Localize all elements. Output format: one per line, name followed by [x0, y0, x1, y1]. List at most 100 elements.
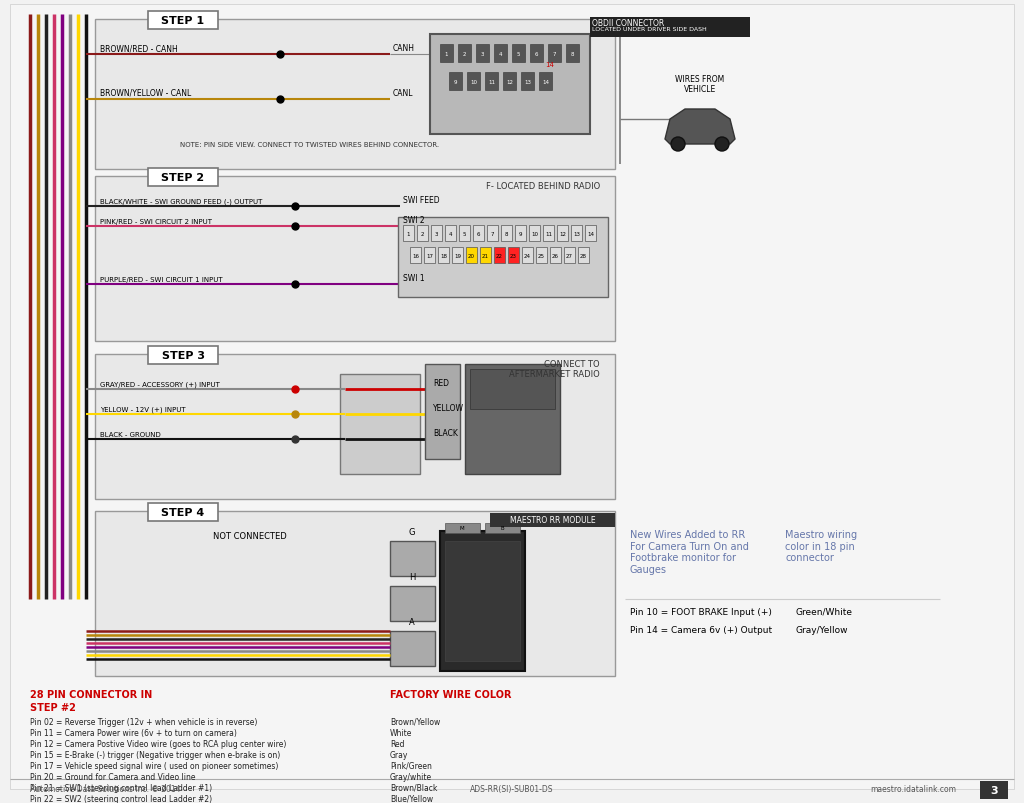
- Text: MAESTRO RR MODULE: MAESTRO RR MODULE: [510, 516, 596, 525]
- Text: NOT CONNECTED: NOT CONNECTED: [213, 532, 287, 540]
- Bar: [410, 247, 421, 263]
- Bar: [430, 35, 590, 135]
- Text: A: A: [410, 618, 415, 626]
- Bar: [485, 524, 520, 533]
- Text: STEP 1: STEP 1: [162, 16, 205, 26]
- Text: Pin 17 = Vehicle speed signal wire ( used on pioneer sometimes): Pin 17 = Vehicle speed signal wire ( use…: [30, 761, 279, 770]
- Bar: [590, 18, 750, 38]
- Bar: [521, 73, 534, 91]
- Text: Red: Red: [390, 739, 404, 748]
- Text: maestro.idatalink.com: maestro.idatalink.com: [870, 784, 956, 793]
- Text: VEHICLE: VEHICLE: [684, 85, 716, 94]
- Text: 28 PIN CONNECTOR IN: 28 PIN CONNECTOR IN: [30, 689, 153, 699]
- Bar: [470, 369, 555, 410]
- Text: 13: 13: [524, 79, 531, 84]
- Text: 7: 7: [490, 231, 495, 236]
- Text: OBDII CONNECTOR: OBDII CONNECTOR: [592, 19, 665, 28]
- Text: BROWN/RED - CANH: BROWN/RED - CANH: [100, 44, 178, 53]
- Text: 3: 3: [480, 51, 484, 56]
- Text: CANL: CANL: [393, 89, 414, 98]
- Text: 3: 3: [990, 785, 997, 795]
- Text: Brown/Black: Brown/Black: [390, 783, 437, 792]
- Text: G: G: [409, 528, 416, 536]
- Text: 22: 22: [496, 253, 503, 259]
- Bar: [438, 247, 449, 263]
- Text: LOCATED UNDER DRIVER SIDE DASH: LOCATED UNDER DRIVER SIDE DASH: [592, 27, 707, 32]
- Bar: [452, 247, 463, 263]
- Bar: [530, 45, 543, 63]
- Bar: [445, 541, 520, 661]
- Text: GRAY/RED - ACCESSORY (+) INPUT: GRAY/RED - ACCESSORY (+) INPUT: [100, 381, 220, 388]
- Bar: [476, 45, 489, 63]
- Bar: [148, 503, 218, 521]
- Bar: [390, 541, 435, 577]
- Text: 11: 11: [488, 79, 495, 84]
- Text: 10: 10: [531, 231, 538, 236]
- Text: M: M: [460, 526, 464, 531]
- Circle shape: [671, 138, 685, 152]
- Bar: [571, 226, 582, 242]
- Text: 28: 28: [580, 253, 587, 259]
- Bar: [459, 226, 470, 242]
- Bar: [403, 226, 414, 242]
- Text: 9: 9: [519, 231, 522, 236]
- Text: BROWN/YELLOW - CANL: BROWN/YELLOW - CANL: [100, 89, 191, 98]
- Bar: [148, 12, 218, 30]
- Bar: [485, 73, 498, 91]
- Bar: [148, 169, 218, 187]
- Bar: [465, 365, 560, 475]
- Text: 5: 5: [517, 51, 520, 56]
- Text: 6: 6: [477, 231, 480, 236]
- Text: 19: 19: [454, 253, 461, 259]
- Bar: [440, 532, 525, 671]
- Text: WIRES FROM: WIRES FROM: [676, 75, 725, 84]
- Text: PURPLE/RED - SWI CIRCUIT 1 INPUT: PURPLE/RED - SWI CIRCUIT 1 INPUT: [100, 277, 222, 283]
- Text: 14: 14: [546, 62, 554, 68]
- Text: 26: 26: [552, 253, 559, 259]
- Text: 3: 3: [435, 231, 438, 236]
- Text: Automotive Data Solutions Inc. © 2014: Automotive Data Solutions Inc. © 2014: [30, 784, 180, 793]
- Text: CANH: CANH: [393, 44, 415, 53]
- Bar: [466, 247, 477, 263]
- Text: YELLOW - 12V (+) INPUT: YELLOW - 12V (+) INPUT: [100, 406, 185, 413]
- Bar: [473, 226, 484, 242]
- Bar: [95, 177, 615, 341]
- Text: 4: 4: [499, 51, 502, 56]
- Bar: [431, 226, 442, 242]
- Bar: [508, 247, 519, 263]
- Text: ADS-RR(SI)-SUB01-DS: ADS-RR(SI)-SUB01-DS: [470, 784, 554, 793]
- Text: 27: 27: [566, 253, 573, 259]
- Text: Pin 14 = Camera 6v (+) Output: Pin 14 = Camera 6v (+) Output: [630, 626, 772, 634]
- Text: Pin 21 = SW1 (steering control lead Ladder #1): Pin 21 = SW1 (steering control lead Ladd…: [30, 783, 212, 792]
- Bar: [424, 247, 435, 263]
- Text: Pin 22 = SW2 (steering control lead Ladder #2): Pin 22 = SW2 (steering control lead Ladd…: [30, 794, 212, 803]
- Text: 13: 13: [573, 231, 580, 236]
- Text: Pin 11 = Camera Power wire (6v + to turn on camera): Pin 11 = Camera Power wire (6v + to turn…: [30, 728, 237, 737]
- Bar: [536, 247, 547, 263]
- Bar: [494, 45, 507, 63]
- Text: Gray/Yellow: Gray/Yellow: [795, 626, 848, 634]
- Text: STEP #2: STEP #2: [30, 702, 76, 712]
- Text: Pin 12 = Camera Postive Video wire (goes to RCA plug center wire): Pin 12 = Camera Postive Video wire (goes…: [30, 739, 287, 748]
- Text: 6: 6: [535, 51, 539, 56]
- Text: Pink/Green: Pink/Green: [390, 761, 432, 770]
- Bar: [564, 247, 575, 263]
- Text: 11: 11: [545, 231, 552, 236]
- Text: 2: 2: [421, 231, 424, 236]
- Text: Maestro wiring
color in 18 pin
connector: Maestro wiring color in 18 pin connector: [785, 529, 857, 562]
- Bar: [515, 226, 526, 242]
- Bar: [95, 512, 615, 676]
- Text: Pin 15 = E-Brake (-) trigger (Negative trigger when e-brake is on): Pin 15 = E-Brake (-) trigger (Negative t…: [30, 750, 281, 759]
- Text: STEP 2: STEP 2: [162, 173, 205, 183]
- Bar: [417, 226, 428, 242]
- Bar: [543, 226, 554, 242]
- Text: 7: 7: [553, 51, 556, 56]
- Text: FACTORY WIRE COLOR: FACTORY WIRE COLOR: [390, 689, 512, 699]
- Polygon shape: [665, 110, 735, 145]
- Circle shape: [715, 138, 729, 152]
- Text: Pin 10 = FOOT BRAKE Input (+): Pin 10 = FOOT BRAKE Input (+): [630, 607, 772, 616]
- Bar: [566, 45, 579, 63]
- Text: B: B: [500, 526, 504, 531]
- Bar: [494, 247, 505, 263]
- Bar: [501, 226, 512, 242]
